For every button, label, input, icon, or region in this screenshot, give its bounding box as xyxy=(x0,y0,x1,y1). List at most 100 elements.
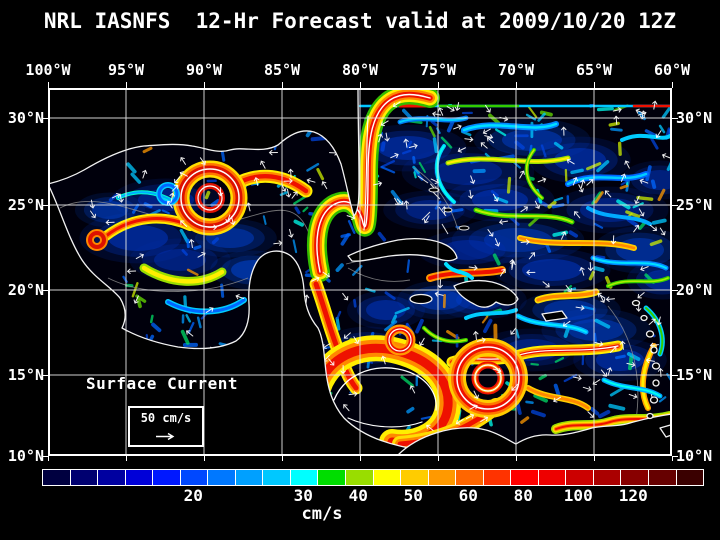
colorbar-segment xyxy=(566,470,594,485)
lon-tick-label: 60°W xyxy=(653,61,691,79)
colorbar-segment xyxy=(125,470,154,485)
colorbar-segment xyxy=(401,470,429,485)
colorbar-segment xyxy=(153,470,181,485)
map-frame xyxy=(48,88,672,456)
map-land-bahamas xyxy=(417,175,470,235)
map-land-jamaica xyxy=(409,293,433,305)
lon-tick-mark xyxy=(125,456,127,461)
lon-tick-label: 95°W xyxy=(107,61,145,79)
lon-tick-label: 70°W xyxy=(497,61,535,79)
lat-tick-label: 10°N xyxy=(676,447,713,465)
lon-tick-mark xyxy=(593,456,595,461)
lon-tick-mark xyxy=(203,82,205,88)
lat-tick-mark xyxy=(42,455,48,457)
lon-tick-label: 90°W xyxy=(185,61,223,79)
vector-scale-value: 50 cm/s xyxy=(140,411,192,425)
lat-tick-mark xyxy=(672,204,678,206)
colorbar-segment xyxy=(180,470,209,485)
lon-tick-mark xyxy=(281,82,283,88)
colorbar-segment xyxy=(621,470,650,485)
lon-tick-label: 100°W xyxy=(25,61,71,79)
colorbar-tick-label: 80 xyxy=(513,486,533,505)
colorbar-segment xyxy=(511,470,539,485)
map-land-trinidad xyxy=(659,423,672,438)
lat-tick-mark xyxy=(42,204,48,206)
lat-tick-mark xyxy=(672,374,678,376)
lon-tick-mark xyxy=(515,82,517,88)
surface-current-label: Surface Current xyxy=(86,374,238,393)
lon-tick-mark xyxy=(281,456,283,461)
colorbar-tick-label: 40 xyxy=(348,486,368,505)
colorbar-segment xyxy=(538,470,567,485)
lat-tick-mark xyxy=(42,374,48,376)
lat-tick-label: 30°N xyxy=(676,109,713,127)
map-land-puerto-rico xyxy=(541,310,568,322)
colorbar-segment xyxy=(593,470,622,485)
lat-tick-label: 15°N xyxy=(676,366,713,384)
colorbar-segment xyxy=(263,470,291,485)
lon-tick-mark xyxy=(593,82,595,88)
lat-tick-label: 25°N xyxy=(676,196,713,214)
lon-tick-mark xyxy=(359,82,361,88)
colorbar-segment xyxy=(373,470,402,485)
colorbar-segment xyxy=(98,470,126,485)
map-land-hispaniola xyxy=(453,279,519,308)
lon-tick-label: 80°W xyxy=(341,61,379,79)
lat-tick-label: 10°N xyxy=(7,447,44,465)
colorbar-segment xyxy=(43,470,71,485)
colorbar-tick-label: 100 xyxy=(563,486,593,505)
colorbar-segment xyxy=(235,470,264,485)
lon-tick-mark xyxy=(437,456,439,461)
lat-tick-mark xyxy=(672,117,678,119)
plot-title: NRL IASNFS 12-Hr Forecast valid at 2009/… xyxy=(43,9,677,33)
colorbar-segment xyxy=(649,470,677,485)
colorbar-unit: cm/s xyxy=(301,504,343,524)
lon-tick-mark xyxy=(47,82,49,88)
lat-tick-label: 15°N xyxy=(7,366,44,384)
lat-tick-mark xyxy=(672,455,678,457)
colorbar-tick-label: 30 xyxy=(293,486,313,505)
lon-tick-label: 75°W xyxy=(419,61,457,79)
map-canvas xyxy=(48,88,672,456)
colorbar-segment xyxy=(290,470,319,485)
lon-tick-mark xyxy=(437,82,439,88)
lat-tick-label: 20°N xyxy=(7,281,44,299)
lon-tick-mark xyxy=(203,456,205,461)
vector-scale-box: 50 cm/s xyxy=(128,406,204,447)
lon-tick-mark xyxy=(359,456,361,461)
colorbar-segment xyxy=(456,470,484,485)
colorbar-tick-label: 50 xyxy=(403,486,423,505)
colorbar-segment xyxy=(346,470,374,485)
lat-tick-mark xyxy=(672,289,678,291)
colorbar-tick-label: 20 xyxy=(183,486,203,505)
lon-tick-mark xyxy=(671,456,673,461)
vector-scale-arrow-icon xyxy=(130,426,202,445)
lon-tick-mark xyxy=(47,456,49,461)
lon-tick-mark xyxy=(125,82,127,88)
colorbar-segment xyxy=(483,470,512,485)
colorbar-segment xyxy=(318,470,347,485)
map-land-cuba xyxy=(347,238,458,262)
colorbar-segment xyxy=(70,470,99,485)
colorbar-segment xyxy=(428,470,457,485)
map-land-mexico-central-america xyxy=(48,183,467,456)
colorbar-segment xyxy=(208,470,236,485)
colorbar xyxy=(42,469,704,486)
colorbar-segment xyxy=(676,470,704,485)
lat-tick-mark xyxy=(42,289,48,291)
lat-tick-label: 20°N xyxy=(676,281,713,299)
map-land-lesser-antilles xyxy=(631,299,661,420)
map-vector-arrows xyxy=(89,100,671,431)
lon-tick-label: 85°W xyxy=(263,61,301,79)
map-land-south-america xyxy=(397,413,672,456)
map-gridlines xyxy=(48,88,672,456)
lon-tick-mark xyxy=(515,456,517,461)
colorbar-tick-label: 60 xyxy=(458,486,478,505)
lon-tick-label: 65°W xyxy=(575,61,613,79)
lat-tick-mark xyxy=(42,117,48,119)
lat-tick-label: 30°N xyxy=(7,109,44,127)
colorbar-tick-label: 120 xyxy=(618,486,648,505)
lat-tick-label: 25°N xyxy=(7,196,44,214)
lon-tick-mark xyxy=(671,82,673,88)
